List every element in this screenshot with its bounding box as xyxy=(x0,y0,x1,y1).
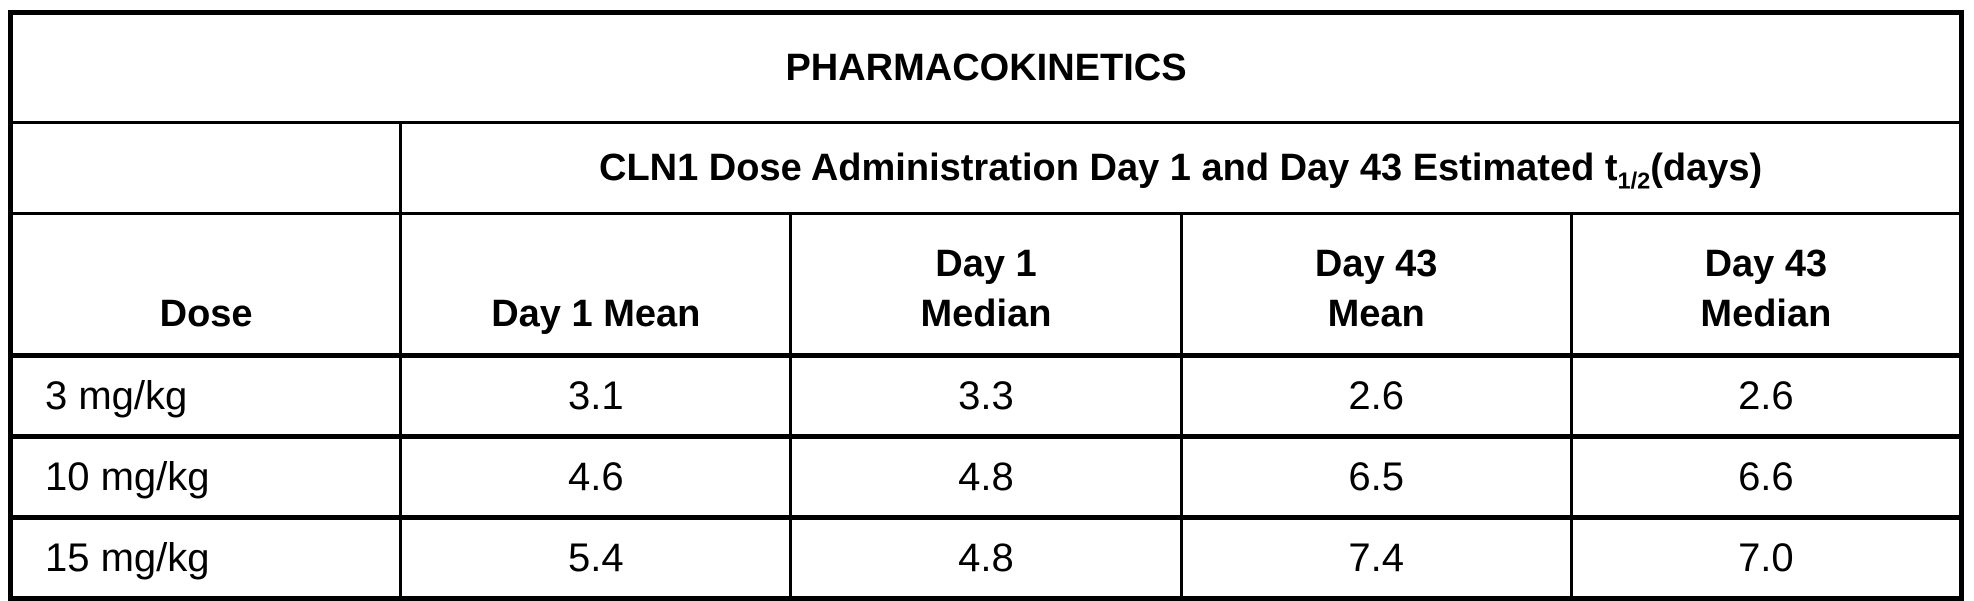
column-header-day43-median: Day 43 Median xyxy=(1569,212,1964,358)
dose-label: 10 mg/kg xyxy=(8,435,403,520)
dose-label: 15 mg/kg xyxy=(8,516,403,601)
subheader-subscript: 1/2 xyxy=(1617,167,1651,194)
subheader-row: CLN1 Dose Administration Day 1 and Day 4… xyxy=(8,121,1963,215)
column-header-day1-mean: Day 1 Mean xyxy=(399,212,793,358)
value-day1-mean: 4.6 xyxy=(399,435,793,520)
table-row: 15 mg/kg 5.4 4.8 7.4 7.0 xyxy=(8,516,1964,601)
subheader-text-prefix: CLN1 Dose Administration Day 1 and Day 4… xyxy=(599,146,1618,189)
value-day1-median: 4.8 xyxy=(789,516,1183,601)
table-title: PHARMACOKINETICS xyxy=(9,11,1963,124)
pharmacokinetics-table: PHARMACOKINETICS CLN1 Dose Administratio… xyxy=(8,10,1964,601)
title-row: PHARMACOKINETICS xyxy=(9,11,1963,124)
value-day43-median: 2.6 xyxy=(1569,354,1964,439)
column-header-day43-mean: Day 43 Mean xyxy=(1179,212,1573,358)
table-row: 3 mg/kg 3.1 3.3 2.6 2.6 xyxy=(8,354,1964,439)
dose-label: 3 mg/kg xyxy=(8,354,403,439)
subheader-empty-cell xyxy=(8,121,403,215)
value-day43-mean: 6.5 xyxy=(1179,435,1573,520)
column-header-row: Dose Day 1 Mean Day 1 Median Day 43 Mean… xyxy=(8,212,1964,358)
subheader-cell: CLN1 Dose Administration Day 1 and Day 4… xyxy=(399,121,1963,215)
column-header-dose: Dose xyxy=(8,212,403,358)
value-day43-median: 7.0 xyxy=(1569,516,1964,601)
value-day43-median: 6.6 xyxy=(1569,435,1964,520)
value-day43-mean: 7.4 xyxy=(1179,516,1573,601)
table-row: 10 mg/kg 4.6 4.8 6.5 6.6 xyxy=(8,435,1964,520)
value-day43-mean: 2.6 xyxy=(1179,354,1573,439)
value-day1-median: 3.3 xyxy=(789,354,1183,439)
subheader-text-suffix: (days) xyxy=(1650,146,1763,189)
column-header-day1-median: Day 1 Median xyxy=(789,212,1183,358)
value-day1-mean: 5.4 xyxy=(399,516,793,601)
value-day1-mean: 3.1 xyxy=(399,354,793,439)
value-day1-median: 4.8 xyxy=(789,435,1183,520)
